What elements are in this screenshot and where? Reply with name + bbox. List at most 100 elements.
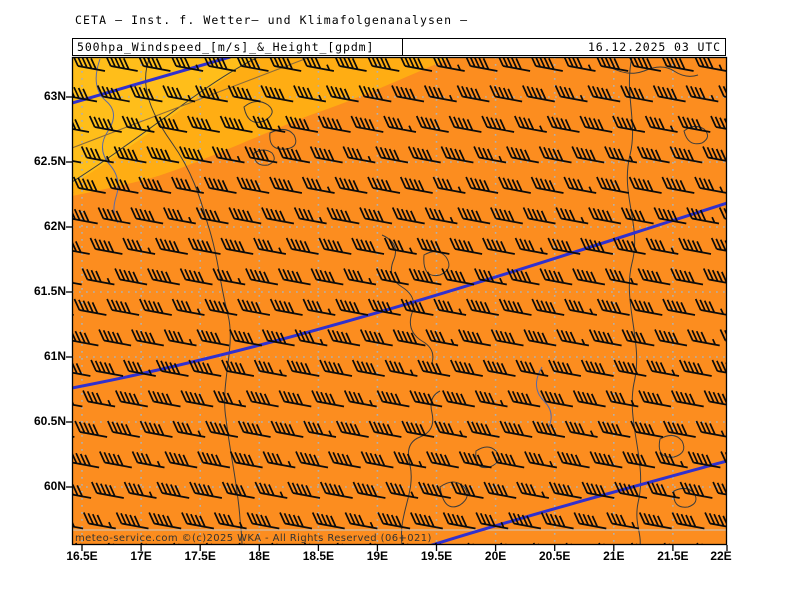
wind-barb: [350, 115, 384, 133]
wind-barb: [686, 207, 720, 225]
wind-barb: [424, 207, 458, 225]
wind-barb: [669, 146, 703, 164]
wind-barb: [179, 146, 212, 164]
wind-barb: [107, 420, 140, 438]
wind-barb: [139, 298, 172, 316]
wind-barb: [244, 146, 278, 164]
wind-barb: [293, 207, 327, 225]
wind-barb: [72, 176, 106, 194]
wind-barb: [203, 176, 237, 194]
lon-label: 17.5E: [184, 549, 216, 563]
wind-barb: [72, 57, 106, 72]
wind-barb: [325, 85, 359, 103]
wind-barb: [441, 268, 475, 286]
wind-barb: [311, 390, 345, 408]
map-frame: meteo-service.com ©(c)2025 WKA - All Rig…: [66, 56, 728, 551]
wind-barb: [367, 57, 400, 72]
wind-barb: [465, 176, 499, 194]
valid-datetime: 16.12.2025 03 UTC: [587, 40, 721, 54]
wind-barb: [391, 85, 425, 103]
wind-barb: [253, 359, 287, 377]
wind-barb: [415, 115, 449, 133]
wind-barb: [219, 115, 253, 133]
wind-barb: [458, 451, 492, 469]
wind-barb: [212, 268, 246, 286]
wind-barb: [74, 420, 108, 438]
wind-barb: [604, 268, 638, 286]
wind-barb: [196, 329, 230, 347]
wind-barb: [548, 359, 582, 377]
map-border: [71, 56, 728, 546]
wind-barb: [483, 481, 517, 499]
wind-barb: [426, 451, 459, 469]
wind-barb: [612, 115, 646, 133]
wind-barb: [220, 237, 254, 255]
wind-barb: [646, 359, 680, 377]
wind-barb: [105, 176, 139, 194]
wind-barb: [375, 146, 409, 164]
wind-barb: [385, 481, 419, 499]
wind-barb: [301, 176, 335, 194]
wind-barb: [482, 237, 515, 255]
chart-title: CETA – Inst. f. Wetter– und Klimafolgena…: [75, 13, 469, 27]
height-contour: [430, 459, 727, 545]
wind-barb: [310, 268, 344, 286]
wind-barb: [606, 512, 640, 530]
wind-barb: [719, 329, 727, 342]
wind-barb: [580, 359, 614, 377]
wind-barb: [260, 85, 294, 103]
wind-barb: [319, 481, 353, 499]
wind-barb: [171, 57, 204, 72]
wind-barb: [221, 359, 255, 377]
wind-barb: [236, 176, 270, 194]
wind-barb: [613, 359, 647, 377]
wind-barb: [172, 420, 206, 438]
wind-barb: [342, 146, 376, 164]
wind-barb: [540, 512, 574, 530]
wind-barb: [278, 390, 312, 408]
wind-barb: [685, 85, 719, 103]
wind-barb: [261, 207, 295, 225]
wind-barb: [163, 207, 196, 225]
wind-barb: [490, 329, 524, 347]
wind-barb: [456, 85, 490, 103]
wind-barb: [409, 390, 443, 408]
wind-barb: [319, 359, 353, 377]
wind-barb: [556, 451, 590, 469]
wind-barb: [440, 146, 474, 164]
wind-barb: [491, 451, 525, 469]
wind-barb: [636, 146, 670, 164]
product-label: 500hpa_Windspeed_[m/s]_&_Height_[gpdm]: [73, 39, 403, 55]
wind-barb: [72, 119, 90, 133]
wind-barb: [448, 115, 482, 133]
wind-barb: [285, 237, 319, 255]
wind-barb: [236, 57, 269, 72]
wind-barb: [351, 237, 385, 255]
watermark-text: meteo-service.com ©(c)2025 WKA - All Rig…: [75, 533, 432, 544]
wind-barb: [654, 329, 688, 347]
coastline-blue-path: [95, 58, 119, 224]
coastline-path: [673, 487, 697, 508]
wind-barb: [91, 481, 124, 499]
wind-barb: [653, 207, 687, 225]
wind-barb: [302, 298, 336, 316]
wind-barb: [554, 85, 588, 103]
wind-barb: [489, 85, 523, 103]
wind-barb: [661, 57, 694, 72]
wind-barb: [99, 451, 132, 469]
wind-barb: [221, 481, 255, 499]
lat-label: 62.5N: [33, 154, 66, 168]
wind-barb: [155, 359, 189, 377]
wind-barb: [399, 176, 433, 194]
wind-barb: [678, 237, 712, 255]
wind-barb: [589, 451, 623, 469]
wind-barb: [401, 420, 435, 438]
wind-barb: [408, 268, 442, 286]
wind-barb: [34, 452, 66, 468]
wind-barb: [254, 481, 288, 499]
wind-barb: [507, 390, 541, 408]
wind-barb: [597, 420, 631, 438]
wind-barb: [286, 359, 320, 377]
wind-barb: [587, 85, 621, 103]
lon-label: 17E: [130, 549, 152, 563]
